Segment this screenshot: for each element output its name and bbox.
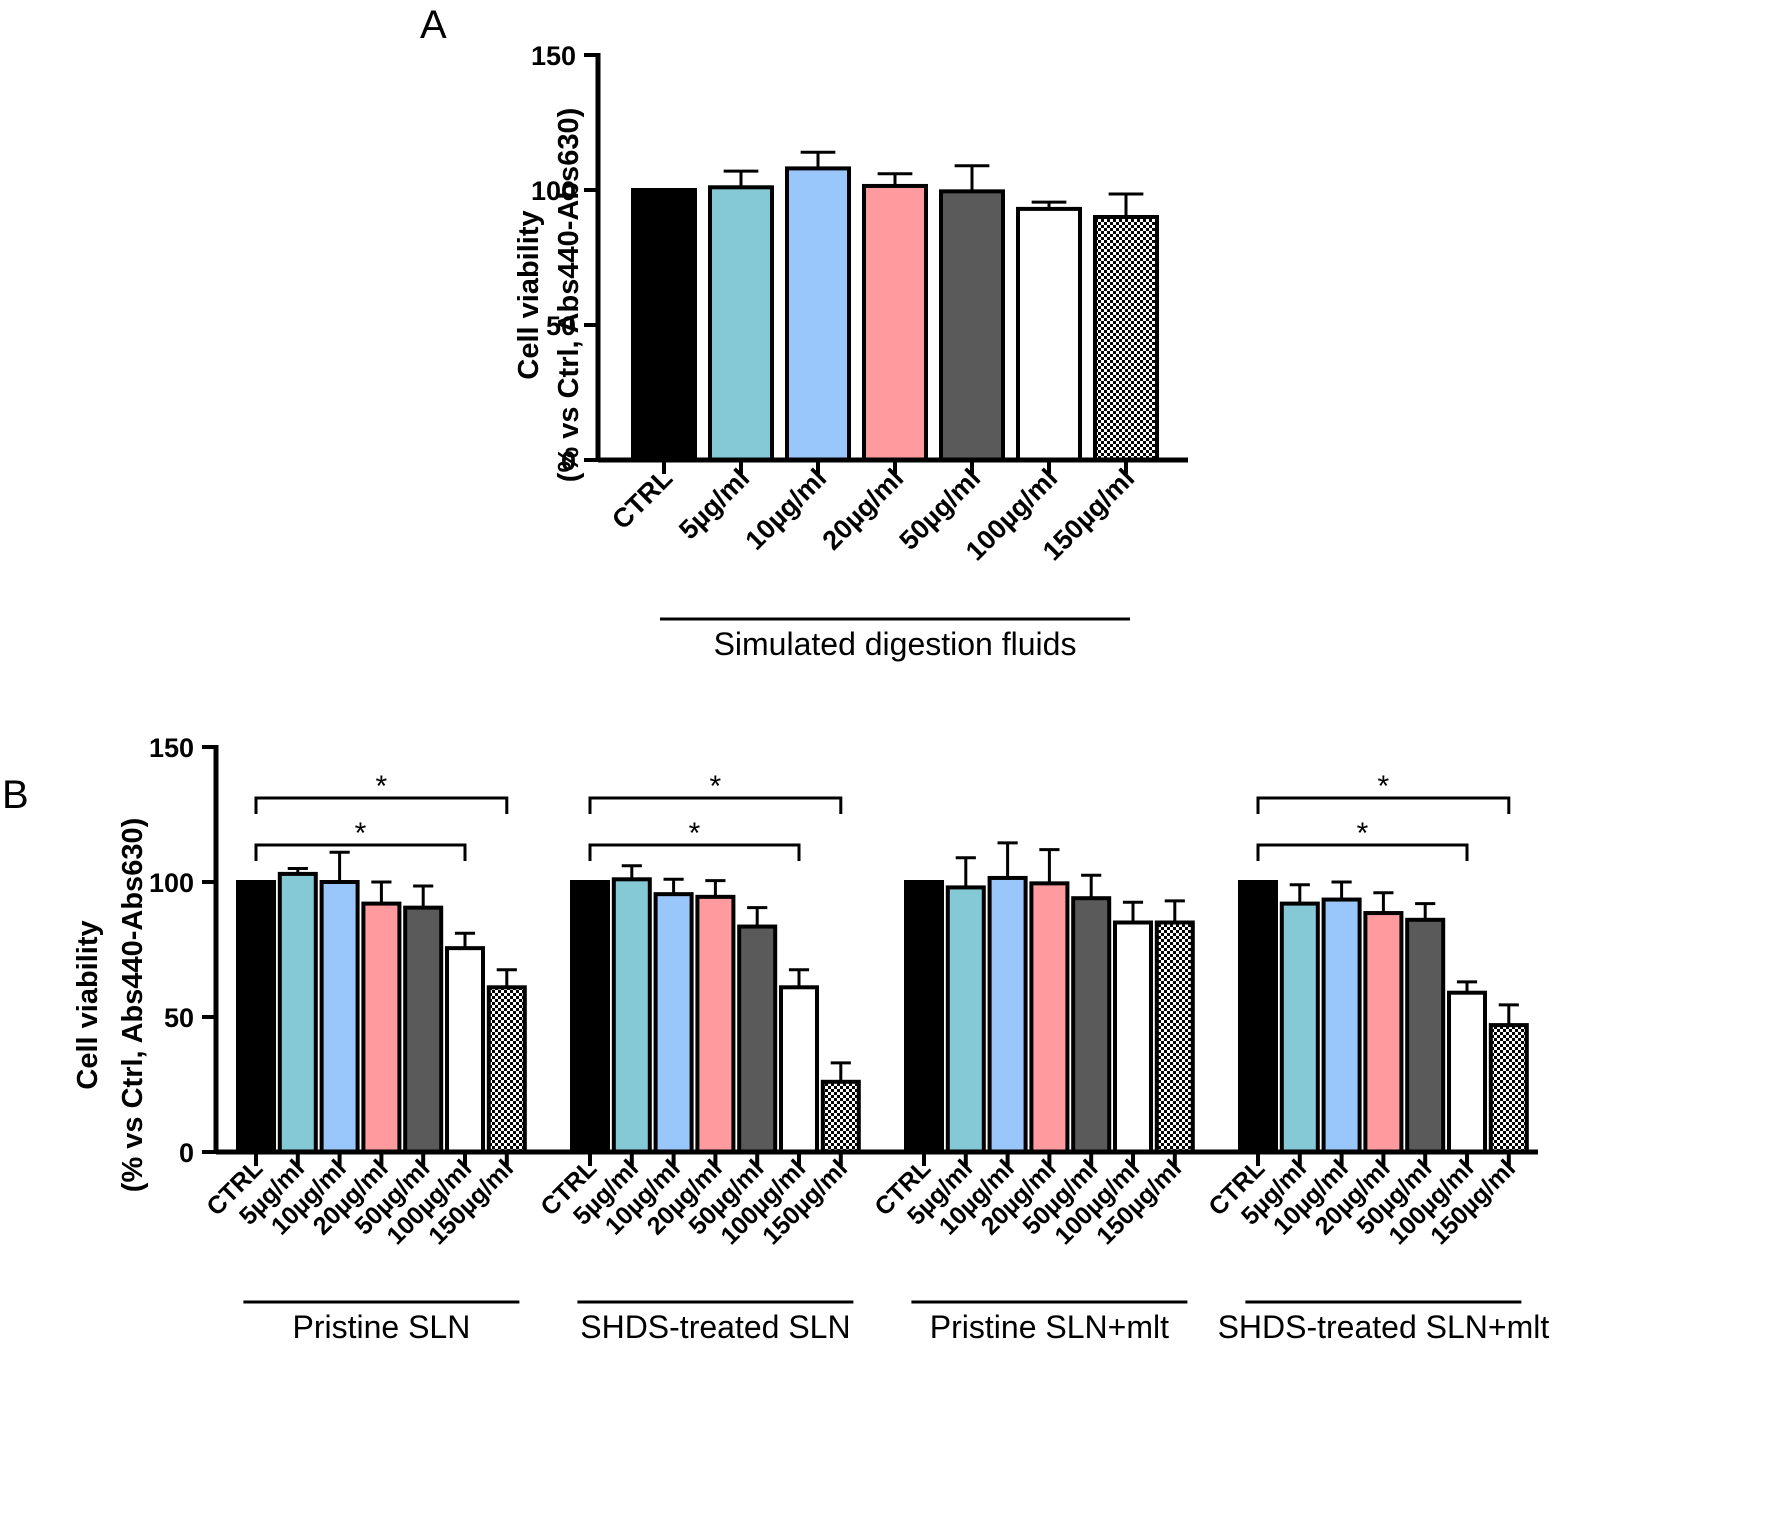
bar-0-2: [785, 166, 851, 462]
bar-0-4: [403, 905, 444, 1155]
bar-2-1: [945, 885, 986, 1155]
bar-0-1: [708, 185, 774, 463]
bar-2-6: [1154, 920, 1195, 1154]
bar-0-3: [862, 183, 928, 462]
y-tick-label: 0: [179, 1138, 194, 1168]
bar-0-5: [445, 946, 485, 1155]
y-tick-label: 0: [561, 446, 576, 476]
panel-a-category-labels: CTRL5µg/ml10µg/ml20µg/ml50µg/ml100µg/ml1…: [606, 463, 1140, 566]
category-label: CTRL: [606, 463, 678, 535]
bar-0-5: [1016, 206, 1082, 462]
bar-0-3: [361, 901, 402, 1154]
significance-star: *: [376, 770, 388, 803]
panel-a-axes: [595, 53, 1188, 474]
category-label: 20µg/ml: [817, 463, 910, 556]
panel-b-ylabel-line1: Cell viability: [72, 920, 104, 1089]
panel-b-axes: [213, 745, 1538, 1166]
bar-1-5: [779, 985, 819, 1154]
bar-0-6: [1093, 215, 1159, 462]
bar-0-0: [236, 880, 276, 1154]
bar-2-2: [987, 875, 1028, 1154]
bar-3-2: [1321, 897, 1362, 1154]
significance-star: *: [710, 770, 722, 803]
panel-a-group-labels: Simulated digestion fluids: [660, 617, 1130, 662]
bar-2-5: [1113, 920, 1153, 1154]
bar-1-1: [611, 877, 652, 1154]
bar-2-3: [1029, 881, 1070, 1154]
significance-bracket: [588, 796, 843, 814]
bar-1-6: [820, 1079, 861, 1155]
panel-b-ylabel-line2: (% vs Ctrl, Abs440-Abs630): [117, 818, 149, 1192]
bar-3-1: [1279, 901, 1320, 1154]
bar-1-3: [695, 894, 736, 1154]
significance-bracket: [254, 796, 509, 814]
panel-b-group-labels: Pristine SLN SHDS-treated SLN Pristine SLN…: [243, 1300, 1550, 1345]
bar-2-0: [904, 880, 944, 1154]
panel-a-ylabel-line2: (% vs Ctrl, Abs440-Abs630): [553, 108, 585, 482]
significance-bracket: [1256, 843, 1469, 861]
y-tick-label: 50: [546, 311, 576, 341]
bar-0-4: [939, 189, 1005, 462]
significance-bracket: [1256, 796, 1511, 814]
significance-star: *: [1378, 770, 1390, 803]
y-tick-label: 100: [531, 176, 576, 206]
y-tick-label: 150: [149, 733, 194, 763]
group-label: SHDS-treated SLN: [580, 1309, 850, 1345]
bar-3-3: [1363, 911, 1404, 1154]
bar-3-0: [1238, 880, 1278, 1154]
bar-2-4: [1071, 896, 1112, 1155]
panel-a-y-axis-ticks: 0 50 100 150: [531, 41, 598, 476]
bar-3-4: [1405, 917, 1446, 1154]
panel-a-error-bars: [723, 150, 1144, 217]
panel-b-bars: [236, 871, 1529, 1155]
y-tick-label: 50: [164, 1003, 194, 1033]
bar-3-6: [1488, 1023, 1529, 1154]
significance-star: *: [1357, 817, 1369, 850]
panel-a-chart: A Cell viability (% vs Ctrl, Abs440-Abs6…: [420, 3, 1188, 662]
bar-0-6: [486, 985, 527, 1154]
panel-a-letter: A: [420, 3, 447, 47]
group-label: Pristine SLN: [292, 1309, 470, 1345]
panel-b-significance-brackets: * * * * * *: [254, 770, 1511, 861]
panel-a-bars: [631, 166, 1159, 463]
bar-1-0: [570, 880, 610, 1154]
bar-0-2: [319, 880, 360, 1154]
y-tick-label: 150: [531, 41, 576, 71]
panel-b-letter: B: [2, 773, 29, 817]
panel-b-y-axis-ticks: 0 50 100 150: [149, 733, 216, 1168]
bar-0-0: [631, 188, 697, 462]
significance-bracket: [588, 843, 801, 861]
bar-1-2: [653, 892, 694, 1155]
significance-star: *: [689, 817, 701, 850]
group-label: SHDS-treated SLN+mlt: [1218, 1309, 1550, 1345]
y-tick-label: 100: [149, 868, 194, 898]
significance-bracket: [254, 843, 467, 861]
bar-1-4: [737, 924, 778, 1154]
bar-3-5: [1447, 990, 1487, 1155]
panel-b-error-bars: [287, 841, 1519, 1082]
group-label: Pristine SLN+mlt: [930, 1309, 1169, 1345]
group-label: Simulated digestion fluids: [714, 626, 1077, 662]
significance-star: *: [355, 817, 367, 850]
category-label: 10µg/ml: [740, 463, 833, 556]
panel-b-category-labels: CTRL5µg/ml10µg/ml20µg/ml50µg/ml100µg/ml1…: [201, 1154, 1521, 1250]
bar-0-1: [277, 871, 318, 1155]
panel-b-chart: B Cell viability (% vs Ctrl, Abs440-Abs6…: [2, 733, 1549, 1345]
panel-a-ylabel-line1: Cell viability: [513, 210, 545, 379]
